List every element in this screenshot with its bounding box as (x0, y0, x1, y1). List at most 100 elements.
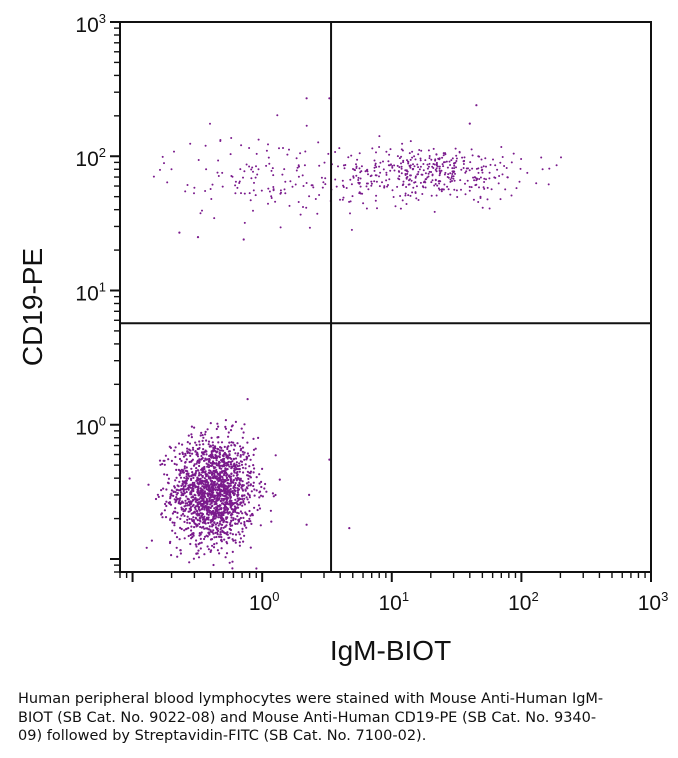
scatter-point (464, 182, 466, 185)
scatter-point (255, 567, 258, 570)
scatter-point (311, 184, 314, 187)
scatter-point (239, 510, 242, 513)
scatter-point (180, 491, 183, 494)
scatter-point (215, 488, 218, 491)
scatter-point (218, 476, 222, 479)
scatter-point (252, 464, 255, 467)
scatter-point (265, 149, 268, 152)
scatter-point (488, 177, 491, 180)
scatter-point (488, 207, 491, 210)
scatter-point (193, 463, 196, 466)
scatter-point (397, 170, 400, 173)
scatter-point (211, 510, 214, 513)
scatter-point (202, 448, 205, 451)
scatter-point (426, 167, 429, 170)
scatter-point (213, 543, 216, 546)
scatter-point (435, 170, 438, 173)
scatter-point (207, 548, 210, 551)
scatter-point (232, 441, 235, 444)
scatter-point (230, 472, 233, 475)
scatter-point (383, 185, 386, 188)
scatter-point (241, 527, 244, 531)
scatter-point (406, 175, 409, 178)
scatter-point (236, 487, 239, 490)
scatter-point (411, 150, 414, 153)
scatter-point (240, 522, 243, 525)
scatter-point (222, 521, 225, 524)
scatter-point (199, 481, 203, 484)
scatter-point (207, 528, 210, 531)
scatter-point (268, 190, 271, 193)
scatter-point (471, 167, 474, 170)
scatter-point (167, 477, 170, 480)
scatter-point (238, 182, 241, 184)
scatter-point (387, 160, 390, 163)
scatter-point (190, 529, 193, 532)
scatter-point (217, 448, 220, 451)
scatter-point (404, 194, 407, 197)
scatter-point (488, 171, 491, 174)
plot-border (119, 21, 652, 573)
scatter-point (216, 482, 219, 485)
scatter-point (210, 483, 213, 486)
scatter-point (351, 195, 354, 198)
scatter-point (225, 552, 229, 555)
scatter-point (241, 450, 244, 453)
scatter-point (203, 535, 207, 538)
scatter-point (217, 529, 220, 533)
scatter-point (244, 467, 247, 470)
scatter-point (198, 522, 201, 526)
scatter-point (194, 508, 197, 511)
scatter-point (218, 552, 221, 555)
scatter-point (164, 454, 167, 457)
scatter-point (206, 483, 209, 486)
scatter-point (327, 152, 330, 155)
scatter-point (223, 538, 226, 541)
scatter-point (258, 496, 261, 499)
scatter-point (238, 464, 241, 467)
scatter-point (230, 502, 233, 505)
scatter-point (232, 510, 235, 514)
scatter-point (224, 490, 228, 494)
scatter-point (375, 180, 378, 183)
scatter-point (184, 452, 187, 455)
scatter-point (206, 510, 209, 514)
scatter-point (225, 517, 228, 520)
scatter-point (183, 537, 186, 540)
scatter-point (283, 168, 286, 171)
scatter-point (224, 556, 227, 559)
scatter-point (259, 524, 262, 527)
scatter-point (190, 525, 193, 528)
scatter-point (236, 494, 239, 497)
scatter-point (189, 486, 192, 489)
scatter-point (357, 179, 360, 181)
scatter-point (182, 488, 185, 491)
scatter-point (405, 186, 408, 188)
scatter-point (246, 519, 249, 523)
scatter-point (234, 509, 237, 512)
scatter-point (199, 547, 202, 550)
scatter-point (451, 175, 453, 178)
scatter-point (228, 536, 231, 539)
scatter-point (231, 567, 234, 570)
scatter-point (236, 477, 239, 480)
scatter-point (349, 200, 352, 203)
scatter-point (188, 452, 191, 455)
scatter-point (355, 163, 357, 166)
scatter-point (501, 173, 504, 176)
scatter-point (446, 166, 449, 169)
scatter-point (547, 183, 550, 186)
scatter-point (392, 196, 395, 198)
scatter-point (228, 561, 231, 564)
scatter-point (173, 449, 176, 452)
scatter-point (211, 495, 214, 498)
scatter-point (166, 473, 169, 476)
scatter-point (224, 467, 227, 470)
scatter-point (182, 471, 185, 474)
scatter-point (257, 504, 261, 507)
scatter-point (415, 185, 418, 188)
scatter-point (469, 161, 472, 164)
scatter-point (270, 520, 273, 523)
scatter-point (170, 489, 173, 492)
scatter-point (271, 167, 274, 170)
